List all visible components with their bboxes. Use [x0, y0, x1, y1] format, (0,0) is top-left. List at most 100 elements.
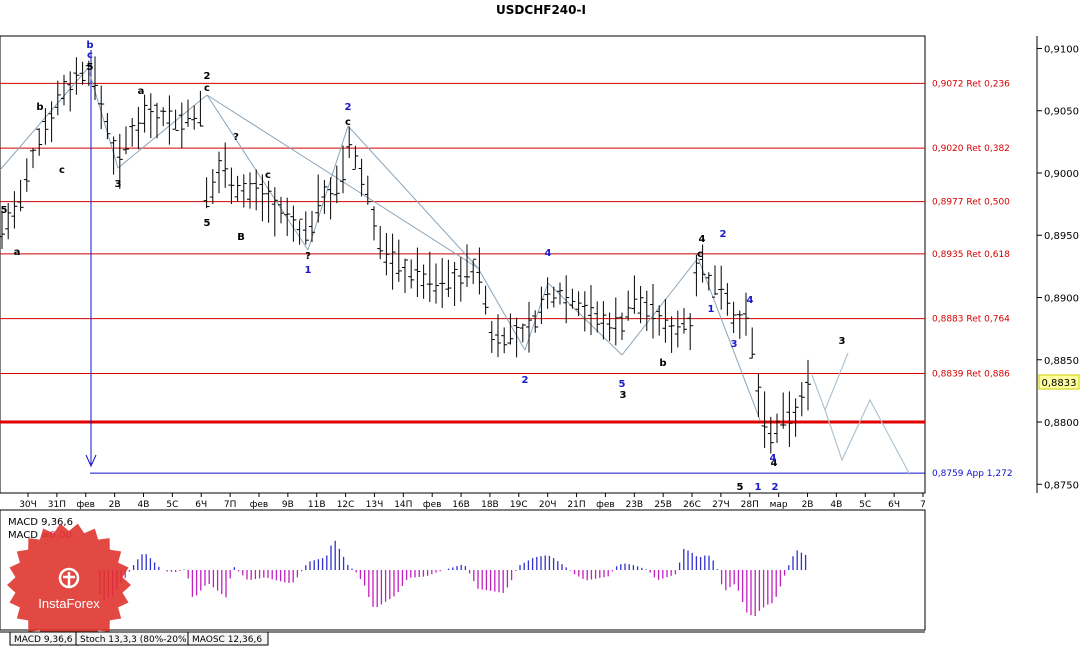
x-tick-label: 2В: [109, 500, 121, 510]
wave-line: [347, 125, 479, 269]
wave-label: c: [265, 170, 271, 181]
x-tick-label: фев: [250, 500, 269, 510]
macd-value-prefix: MACD =: [8, 530, 50, 541]
fib-label: 0,8977 Ret 0,500: [932, 198, 1010, 208]
x-tick-label: 7П: [224, 500, 237, 510]
instaforex-watermark: InstaForex: [38, 596, 100, 611]
x-tick-label: 4В: [830, 500, 842, 510]
macd-label: MACD 9,36,6: [8, 517, 73, 528]
wave-label: 3: [731, 339, 738, 350]
wave-label: 1: [708, 304, 715, 315]
wave-label: 5: [1, 205, 8, 216]
wave-label: B: [237, 232, 245, 243]
wave-label: 1: [305, 265, 312, 276]
x-tick-label: 11В: [308, 500, 326, 510]
wave-line: [206, 94, 309, 251]
wave-line: [477, 267, 526, 351]
wave-label: 4: [545, 248, 552, 259]
y-tick-label: 0,9000: [1044, 169, 1079, 180]
x-tick-label: 14П: [394, 500, 412, 510]
wave-label: 2: [522, 375, 529, 386]
wave-label: a: [14, 247, 21, 258]
wave-label: 5: [619, 379, 626, 390]
wave-label: 2: [720, 229, 727, 240]
wave-line: [87, 67, 119, 169]
projection-path-down: [824, 398, 911, 476]
x-tick-label: 27Ч: [712, 500, 730, 510]
chart-title: USDCHF240-I: [496, 3, 586, 17]
y-tick-label: 0,8800: [1044, 418, 1079, 429]
y-tick-label: 0,8900: [1044, 293, 1079, 304]
projection-arrow-head: [85, 454, 97, 468]
x-tick-label: 26С: [683, 500, 701, 510]
wave-label: ?: [233, 132, 239, 143]
x-tick-label: 13Ч: [366, 500, 384, 510]
fib-label: 0,9020 Ret 0,382: [932, 144, 1010, 154]
y-tick-label: 0,8850: [1044, 356, 1079, 367]
x-tick-label: 18В: [481, 500, 499, 510]
y-tick-label: 0,9050: [1044, 107, 1079, 118]
wave-line: [0, 67, 89, 171]
wave-label: c: [697, 249, 703, 260]
x-tick-label: 5С: [859, 500, 871, 510]
fib-label: 0,9072 Ret 0,236: [932, 79, 1010, 89]
wave-label: 1: [755, 482, 762, 493]
x-tick-label: фев: [76, 500, 95, 510]
fib-label: 0,8839 Ret 0,886: [932, 369, 1010, 379]
tab-maosc-label: MAOSC 12,36,6: [192, 635, 262, 645]
current-price-label: 0,8833: [1042, 378, 1077, 389]
x-tick-label: 19С: [510, 500, 528, 510]
tab-maosc[interactable]: [187, 631, 269, 646]
x-tick-label: мар: [770, 500, 788, 510]
wave-label: 3: [620, 390, 627, 401]
wave-line: [307, 125, 349, 251]
wave-label: 5: [87, 62, 94, 73]
wave-label: c: [87, 50, 93, 61]
wave-label: c: [59, 165, 65, 176]
wave-label: 2: [772, 482, 779, 493]
fib-label: 0,8935 Ret 0,618: [932, 250, 1010, 260]
x-tick-label: 12С: [337, 500, 355, 510]
wave-label: b: [659, 358, 666, 369]
wave-label: 3: [115, 179, 122, 190]
main-plot-frame: [0, 35, 926, 494]
wave-label: a: [138, 86, 145, 97]
x-tick-label: 16В: [452, 500, 470, 510]
x-axis: 30Ч 31П фев 2В 4В 5С 6Ч 7П фев 9В 11В 12С 13Ч 14П фев 1…: [19, 493, 926, 510]
wave-label: b: [36, 102, 43, 113]
y-tick-label: 0,8950: [1044, 231, 1079, 242]
y-axis: 0,9100 0,9050 0,9000 0,8950 0,8900 0,8850 0,88…: [1037, 44, 1079, 491]
current-price-box: [1038, 374, 1080, 390]
tab-macd-label: MACD 9,36,6: [14, 635, 73, 645]
x-tick-label: 31П: [48, 500, 66, 510]
price-bars: [0, 56, 811, 454]
indicator-tabs: MACD 9,36,6 Stoch 13,3,3 (80%-20%) MAOSC…: [0, 631, 925, 646]
wave-label: 5: [737, 482, 744, 493]
x-tick-label: 25В: [654, 500, 672, 510]
macd-panel: [0, 509, 926, 631]
instaforex-logo: InstaForex: [7, 523, 131, 647]
wave-label: ?: [305, 251, 311, 262]
x-tick-label: 28П: [741, 500, 759, 510]
x-tick-label: 21П: [567, 500, 585, 510]
wave-label: b: [86, 40, 93, 51]
x-tick-label: 6Ч: [195, 500, 207, 510]
wave-line: [621, 257, 699, 356]
x-tick-label: 6Ч: [888, 500, 900, 510]
x-tick-label: 20Ч: [539, 500, 557, 510]
wave-label: 4: [770, 453, 777, 464]
wave-label: 2: [345, 102, 352, 113]
x-tick-label: фев: [423, 500, 442, 510]
y-tick-label: 0,8750: [1044, 480, 1079, 491]
y-tick-label: 0,9100: [1044, 44, 1079, 55]
x-tick-label: 2В: [802, 500, 814, 510]
wave-label: 4: [699, 234, 706, 245]
wave-label: 5: [204, 218, 211, 229]
wave-label: 2: [204, 71, 211, 82]
x-tick-label: 7: [920, 500, 926, 510]
fib-label: 0,8883 Ret 0,764: [932, 315, 1010, 325]
tab-stoch-label: Stoch 13,3,3 (80%-20%): [80, 635, 190, 645]
wave-label: 4: [747, 295, 754, 306]
